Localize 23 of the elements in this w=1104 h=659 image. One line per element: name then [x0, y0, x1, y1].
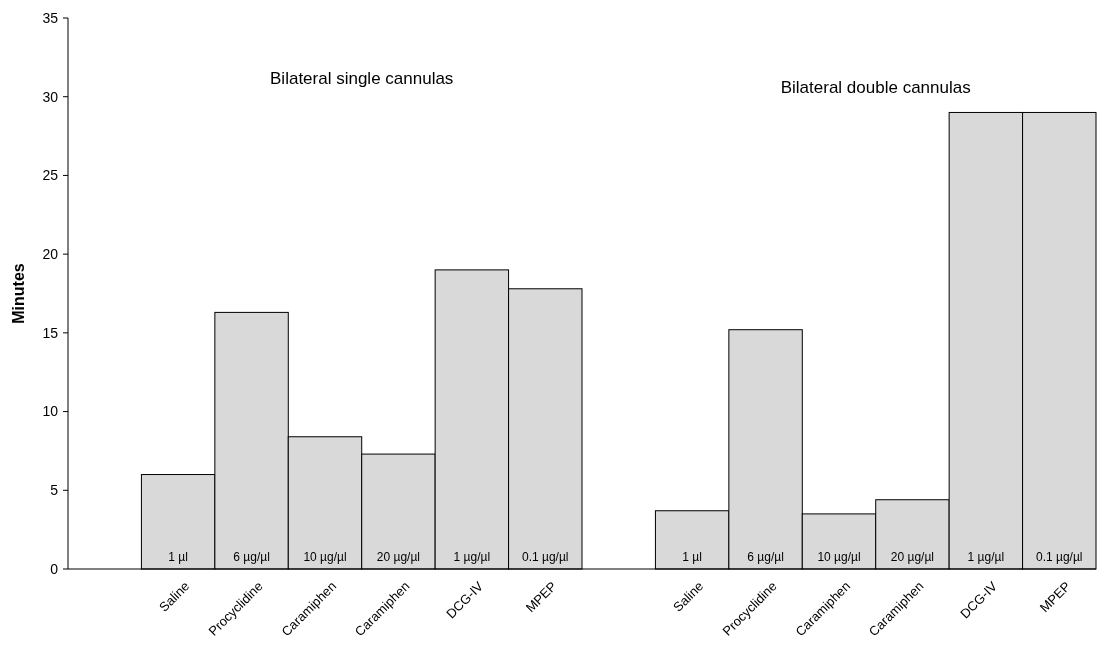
y-tick-label: 35	[42, 9, 59, 26]
annotation: Bilateral single cannulas	[270, 69, 454, 88]
annotation: 20 µg/µl	[890, 550, 935, 564]
y-tick-label: 20	[42, 246, 59, 263]
annotation: 1 µl	[168, 550, 188, 564]
y-tick-label: 5	[50, 482, 59, 499]
y-tick-label: 0	[50, 560, 59, 577]
y-tick-label: 30	[42, 88, 59, 105]
annotation: 0.1 µg/µl	[1036, 550, 1083, 564]
annotation: 6 µg/µl	[747, 550, 784, 564]
annotation: 20 µg/µl	[376, 550, 421, 564]
y-axis-title: Minutes	[10, 263, 27, 324]
annotation: 1 µg/µl	[453, 550, 491, 564]
annotation: 0.1 µg/µl	[522, 550, 569, 564]
annotation: 6 µg/µl	[233, 550, 270, 564]
annotation: Bilateral double cannulas	[780, 78, 971, 97]
y-tick-label: 10	[42, 403, 59, 420]
annotation: 1 µl	[682, 550, 702, 564]
annotation: 10 µg/µl	[303, 550, 347, 564]
annotation: 10 µg/µl	[817, 550, 861, 564]
y-tick-label: 25	[42, 167, 59, 184]
y-tick-label: 15	[42, 324, 59, 341]
annotation: 1 µg/µl	[967, 550, 1005, 564]
